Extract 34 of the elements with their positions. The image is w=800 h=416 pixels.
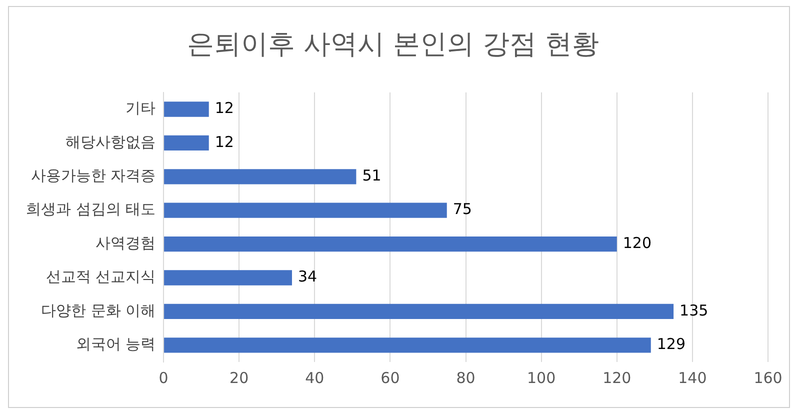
data-label: 135	[680, 301, 708, 320]
bar	[164, 270, 292, 286]
data-label: 12	[214, 132, 234, 151]
x-tick-label: 140	[678, 368, 707, 387]
y-tick-label: 사용가능한 자격증	[30, 166, 156, 185]
y-tick-label: 기타	[126, 99, 156, 118]
chart-title: 은퇴이후 사역시 본인의 강점 현황	[186, 29, 600, 60]
x-tick-label: 120	[602, 368, 632, 387]
bar	[164, 304, 674, 320]
x-tick-label: 80	[456, 368, 476, 387]
bar	[164, 338, 651, 353]
bar	[164, 236, 617, 252]
y-tick-label: 사역경험	[96, 234, 156, 252]
data-label: 51	[362, 166, 382, 185]
x-tick-label: 20	[230, 368, 249, 387]
x-tick-label: 0	[158, 368, 168, 387]
y-tick-label: 선교적 선교지식	[46, 268, 156, 286]
data-label: 12	[214, 99, 234, 118]
y-tick-label: 해당사항없음	[66, 132, 156, 151]
x-tick-label: 100	[527, 368, 556, 387]
bar	[164, 202, 447, 218]
data-label: 129	[656, 335, 686, 354]
bar	[164, 102, 209, 117]
data-label: 120	[622, 234, 652, 252]
bar	[164, 135, 209, 151]
x-tick-label: 60	[380, 368, 400, 387]
y-tick-label: 희생과 섬김의 태도	[26, 200, 156, 218]
y-tick-label: 다양한 문화 이해	[40, 301, 156, 320]
x-tick-label: 40	[305, 368, 324, 387]
x-tick-label: 160	[754, 368, 782, 387]
y-tick-label: 외국어 능력	[76, 335, 156, 354]
data-label: 34	[298, 268, 318, 286]
bar	[164, 169, 356, 184]
data-label: 75	[452, 200, 472, 218]
